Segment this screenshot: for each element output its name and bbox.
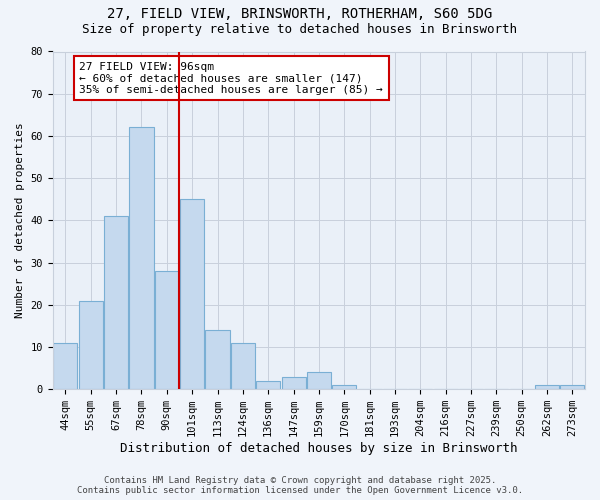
Text: Size of property relative to detached houses in Brinsworth: Size of property relative to detached ho… [83,22,517,36]
Y-axis label: Number of detached properties: Number of detached properties [15,122,25,318]
X-axis label: Distribution of detached houses by size in Brinsworth: Distribution of detached houses by size … [120,442,518,455]
Bar [104,216,128,389]
Bar [535,385,559,389]
Bar [332,385,356,389]
Bar [130,128,154,389]
Bar [180,200,204,389]
Text: 27 FIELD VIEW: 96sqm
← 60% of detached houses are smaller (147)
35% of semi-deta: 27 FIELD VIEW: 96sqm ← 60% of detached h… [79,62,383,95]
Bar [231,343,255,389]
Bar [155,271,179,389]
Text: Contains HM Land Registry data © Crown copyright and database right 2025.
Contai: Contains HM Land Registry data © Crown c… [77,476,523,495]
Bar [205,330,230,389]
Bar [53,343,77,389]
Text: 27, FIELD VIEW, BRINSWORTH, ROTHERHAM, S60 5DG: 27, FIELD VIEW, BRINSWORTH, ROTHERHAM, S… [107,8,493,22]
Bar [79,300,103,389]
Bar [281,376,305,389]
Bar [560,385,584,389]
Bar [307,372,331,389]
Bar [256,381,280,389]
